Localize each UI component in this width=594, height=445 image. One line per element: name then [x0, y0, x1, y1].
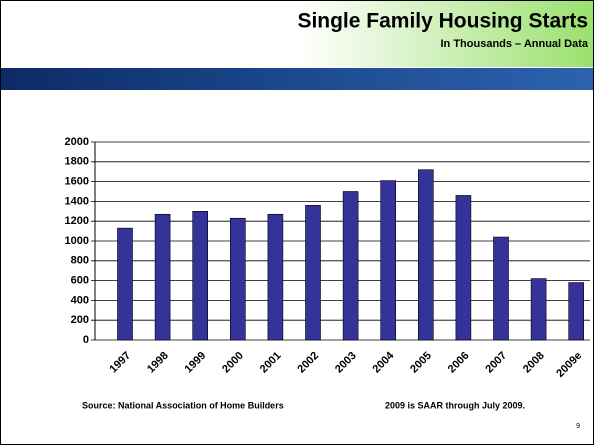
y-tick-label: 0 — [83, 334, 89, 346]
bar — [417, 169, 434, 341]
bar — [380, 180, 397, 341]
y-tick-label: 200 — [71, 314, 89, 326]
header-gradient — [300, 1, 593, 67]
bar — [568, 282, 585, 341]
bar — [455, 195, 472, 341]
y-tick-label: 1200 — [65, 215, 89, 227]
chart-subtitle: In Thousands – Annual Data — [441, 38, 589, 50]
y-tick-label: 800 — [71, 255, 89, 267]
y-tick-label: 1600 — [65, 176, 89, 188]
y-tick-label: 1800 — [65, 156, 89, 168]
y-tick-label: 2000 — [65, 136, 89, 148]
bar — [493, 236, 509, 341]
footnote: 2009 is SAAR through July 2009. — [385, 400, 525, 410]
y-tick-label: 600 — [71, 275, 89, 287]
page-number: 9 — [576, 423, 580, 430]
bar — [305, 205, 321, 341]
y-tick-label: 1400 — [65, 195, 89, 207]
chart-title: Single Family Housing Starts — [297, 10, 588, 33]
bar — [117, 227, 133, 341]
source-note: Source: National Association of Home Bui… — [82, 400, 284, 410]
bar — [230, 217, 246, 341]
bar — [154, 213, 171, 341]
y-tick-label: 1000 — [65, 235, 89, 247]
bar — [267, 213, 284, 341]
y-tick-label: 400 — [71, 294, 89, 306]
bar — [530, 278, 547, 341]
header-band — [1, 68, 593, 90]
bar — [192, 211, 208, 341]
bar — [342, 191, 359, 341]
